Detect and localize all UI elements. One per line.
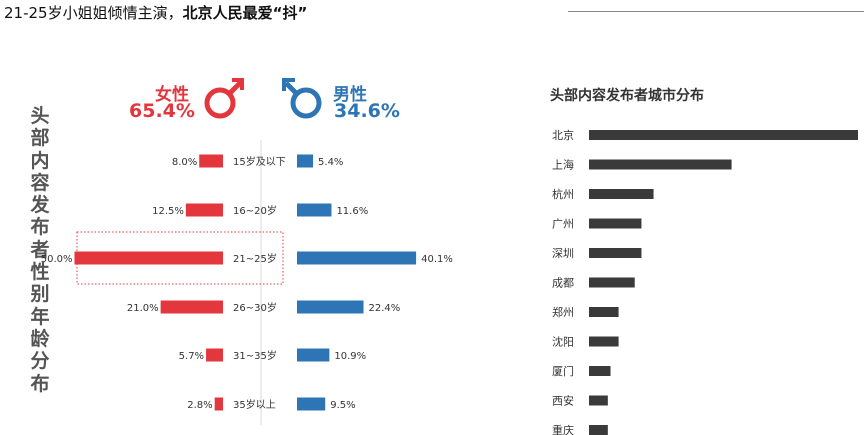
city-bar <box>589 189 654 199</box>
female-icon <box>204 78 244 119</box>
city-bar <box>589 159 732 170</box>
female-value-label: 2.8% <box>187 400 212 411</box>
city-label: 杭州 <box>552 187 574 201</box>
gender-age-chart-title: 头部内容发布者性别年龄分布 <box>30 105 50 395</box>
female-percent: 65.4% <box>129 100 195 122</box>
age-category-label: 16~20岁 <box>233 204 277 217</box>
age-category-label: 35岁以上 <box>233 398 276 411</box>
city-bar <box>589 130 858 140</box>
male-bar <box>297 251 417 265</box>
age-category-label: 21~25岁 <box>233 252 277 265</box>
age-category-label: 31~35岁 <box>233 349 277 362</box>
female-value-label: 21.0% <box>127 303 159 314</box>
city-label: 北京 <box>552 128 574 142</box>
top-divider <box>568 11 864 12</box>
headline-bold: 北京人民最爱“抖” <box>182 4 308 22</box>
male-value-label: 40.1% <box>421 254 453 265</box>
male-bar <box>297 348 330 362</box>
age-category-label: 26~30岁 <box>233 301 277 314</box>
city-label: 深圳 <box>552 247 574 260</box>
male-bar <box>297 397 326 411</box>
city-label: 广州 <box>552 218 574 231</box>
female-bar <box>214 397 223 411</box>
city-bar <box>589 395 608 406</box>
male-bar <box>297 300 364 314</box>
male-value-label: 9.5% <box>330 400 355 411</box>
male-icon <box>282 78 322 119</box>
headline-prefix: 21-25岁小姐姐倾情主演， <box>4 4 183 22</box>
male-bar <box>297 203 332 217</box>
female-value-label: 8.0% <box>172 157 197 168</box>
city-bar <box>589 336 619 347</box>
city-label: 重庆 <box>552 423 574 435</box>
city-bar <box>589 307 619 317</box>
gender-age-butterfly-chart: 8.0% 5.4% 15岁及以下 12.5% 11.6% 16~20岁 50.0% 40.1%… <box>41 140 453 425</box>
age-category-label: 15岁及以下 <box>233 155 286 168</box>
city-bar <box>589 366 611 376</box>
male-value-label: 22.4% <box>369 303 401 314</box>
city-label: 沈阳 <box>552 335 574 349</box>
headline: 21-25岁小姐姐倾情主演，北京人民最爱“抖” <box>4 2 307 23</box>
city-bar <box>589 218 642 229</box>
male-value-label: 10.9% <box>334 351 366 362</box>
female-value-label: 50.0% <box>41 254 73 265</box>
female-bar <box>199 154 223 168</box>
female-value-label: 5.7% <box>179 351 204 362</box>
female-bar <box>185 203 223 217</box>
female-bar <box>206 348 223 362</box>
city-label: 厦门 <box>552 364 574 378</box>
male-value-label: 5.4% <box>318 157 343 168</box>
city-label: 郑州 <box>552 305 574 319</box>
female-value-label: 12.5% <box>152 206 184 217</box>
male-bar <box>297 154 314 168</box>
female-bar <box>74 251 223 265</box>
male-value-label: 11.6% <box>336 206 368 217</box>
city-chart-title: 头部内容发布者城市分布 <box>550 87 704 104</box>
city-bar <box>589 248 642 258</box>
city-label: 西安 <box>552 394 574 408</box>
city-bar <box>589 277 635 288</box>
male-percent: 34.6% <box>334 100 400 122</box>
male-label: 男性 <box>333 85 367 105</box>
city-label: 上海 <box>552 158 574 172</box>
city-label: 成都 <box>552 277 574 290</box>
city-bar <box>589 425 608 435</box>
female-bar <box>160 300 223 314</box>
female-label: 女性 <box>155 85 189 105</box>
